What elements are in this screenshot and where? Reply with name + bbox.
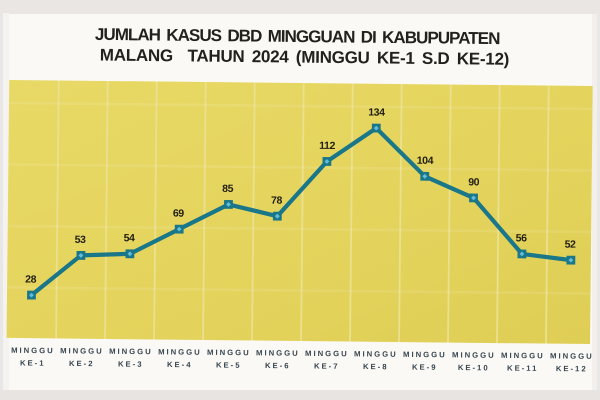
svg-text:KE-6: KE-6 (265, 361, 291, 370)
svg-text:MINGGU: MINGGU (305, 349, 349, 358)
svg-text:54: 54 (124, 232, 136, 244)
svg-text:53: 53 (75, 234, 87, 246)
svg-text:MALANG TAHUN 2024 (MINGGU KE-: MALANG TAHUN 2024 (MINGGU KE-1 S.D KE-12… (100, 45, 509, 68)
svg-text:MINGGU: MINGGU (207, 348, 251, 357)
svg-text:104: 104 (417, 155, 434, 167)
svg-text:28: 28 (25, 274, 37, 286)
svg-text:KE-7: KE-7 (314, 362, 340, 371)
svg-text:JUMLAH KASUS DBD MINGGUAN DI K: JUMLAH KASUS DBD MINGGUAN DI KABUPUPATEN (95, 25, 500, 48)
svg-text:KE-8: KE-8 (363, 362, 389, 371)
svg-text:MINGGU: MINGGU (452, 350, 496, 359)
svg-text:MINGGU: MINGGU (158, 347, 202, 356)
svg-text:KE-3: KE-3 (118, 360, 144, 369)
svg-text:KE-1: KE-1 (20, 358, 46, 367)
svg-text:52: 52 (565, 239, 577, 251)
svg-text:MINGGU: MINGGU (403, 350, 447, 359)
svg-text:MINGGU: MINGGU (11, 346, 55, 355)
svg-text:69: 69 (173, 208, 185, 220)
svg-text:MINGGU: MINGGU (109, 347, 153, 356)
svg-text:78: 78 (271, 195, 283, 207)
svg-text:KE-5: KE-5 (216, 361, 242, 370)
svg-text:MINGGU: MINGGU (501, 351, 545, 360)
svg-text:MINGGU: MINGGU (354, 349, 398, 358)
svg-text:KE-10: KE-10 (458, 363, 490, 372)
svg-text:90: 90 (468, 176, 480, 188)
svg-text:134: 134 (368, 107, 385, 119)
svg-text:MINGGU: MINGGU (256, 348, 300, 357)
svg-text:KE-4: KE-4 (167, 360, 193, 369)
svg-text:56: 56 (516, 232, 528, 244)
svg-text:KE-2: KE-2 (69, 359, 95, 368)
svg-text:112: 112 (319, 140, 335, 152)
svg-text:KE-9: KE-9 (412, 363, 438, 372)
svg-text:85: 85 (222, 183, 234, 195)
svg-text:KE-12: KE-12 (556, 364, 588, 373)
svg-text:MINGGU: MINGGU (60, 346, 104, 355)
svg-text:KE-11: KE-11 (507, 364, 538, 373)
svg-text:MINGGU: MINGGU (550, 351, 594, 360)
